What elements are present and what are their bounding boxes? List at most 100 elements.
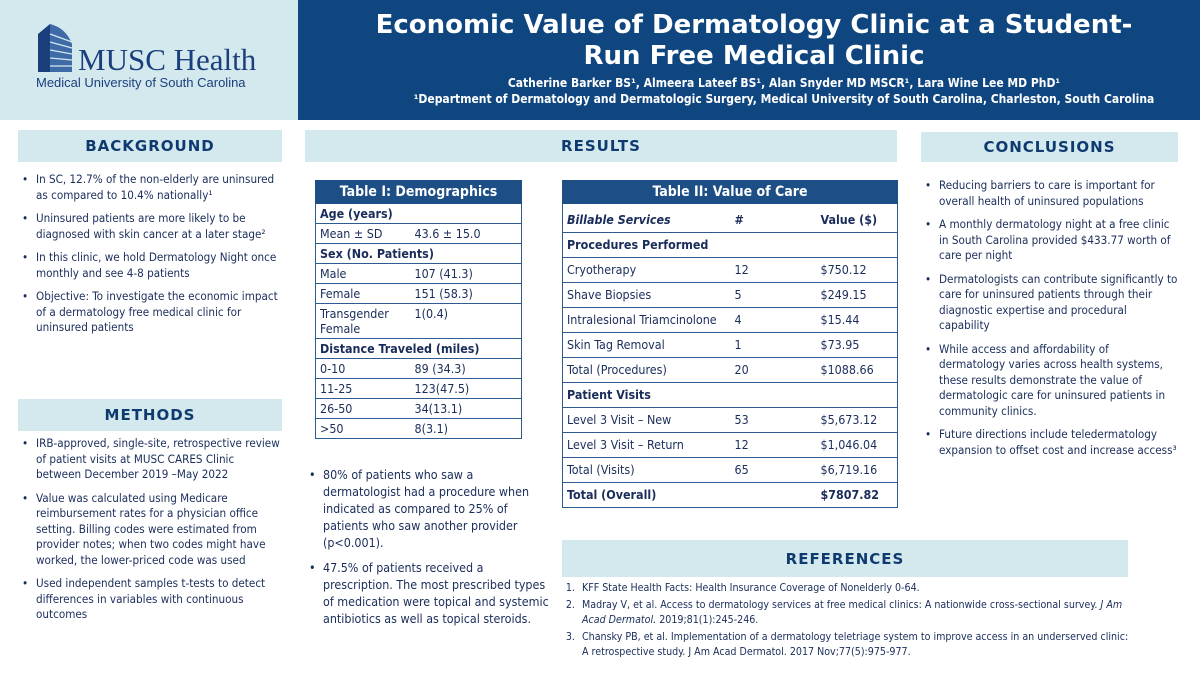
conclusion-item: Dermatologists can contribute significan… (921, 272, 1178, 334)
table-row: Total (Visits) 65 $6,719.16 (562, 457, 898, 483)
table-row: Intralesional Triamcinolone 4 $15.44 (562, 307, 898, 333)
service-count: 53 (730, 407, 817, 433)
column-header: Value ($) (816, 203, 898, 233)
service-count: 12 (730, 257, 817, 283)
service-value: $1,046.04 (816, 432, 898, 458)
row-value: 107 (41.3) (410, 263, 522, 284)
service-count: 20 (730, 357, 817, 383)
row-value: 34(13.1) (410, 398, 522, 419)
service-label: Total (Procedures) (562, 357, 731, 383)
service-label: Total (Visits) (562, 457, 731, 483)
table-row: Shave Biopsies 5 $249.15 (562, 282, 898, 308)
table-row: 11-25 123(47.5) (315, 378, 522, 399)
table-title: Table II: Value of Care (562, 180, 898, 204)
row-value: 151 (58.3) (410, 283, 522, 304)
row-label: Male (315, 263, 411, 284)
column-header: # (730, 203, 817, 233)
row-value: 89 (34.3) (410, 358, 522, 379)
section-label: Patient Visits (562, 382, 898, 408)
service-count: 4 (730, 307, 817, 333)
column-header-row: Billable Services # Value ($) (562, 203, 898, 233)
section-label: Sex (No. Patients) (315, 243, 522, 264)
row-label: 0-10 (315, 358, 411, 379)
poster-header: Economic Value of Dermatology Clinic at … (298, 0, 1200, 120)
service-value: $15.44 (816, 307, 898, 333)
conclusion-item: Reducing barriers to care is important f… (921, 178, 1178, 209)
reference-item: Chansky PB, et al. Implementation of a d… (578, 630, 1132, 660)
table-row: Transgender Female 1(0.4) (315, 303, 522, 339)
table-header-row: Table II: Value of Care (562, 180, 898, 204)
service-label: Level 3 Visit – Return (562, 432, 731, 458)
background-heading: BACKGROUND (18, 130, 282, 162)
service-label: Intralesional Triamcinolone (562, 307, 731, 333)
service-count: 65 (730, 457, 817, 483)
table-row: Total (Procedures) 20 $1088.66 (562, 357, 898, 383)
results-finding: 80% of patients who saw a dermatologist … (305, 466, 553, 551)
results-finding: 47.5% of patients received a prescriptio… (305, 559, 553, 627)
results-findings: 80% of patients who saw a dermatologist … (305, 466, 553, 635)
row-label: Mean ± SD (315, 223, 411, 244)
authors: Catherine Barker BS¹, Almeera Lateef BS¹… (507, 76, 1061, 90)
reference-journal: J Am Acad Dermatol. (582, 599, 1123, 626)
reference-text: Chansky PB, et al. Implementation of a d… (582, 631, 1129, 658)
service-value: $249.15 (816, 282, 898, 308)
conclusion-item: Future directions include teledermatolog… (921, 427, 1178, 458)
table-row: Age (years) (315, 203, 522, 224)
service-value: $7807.82 (816, 482, 898, 508)
table-row: 26-50 34(13.1) (315, 398, 522, 419)
conclusions-heading: CONCLUSIONS (921, 132, 1178, 162)
references-list: KFF State Health Facts: Health Insurance… (562, 581, 1132, 662)
service-value: $6,719.16 (816, 457, 898, 483)
table-header-row: Table I: Demographics (315, 180, 522, 204)
row-label: 11-25 (315, 378, 411, 399)
table-row: Level 3 Visit – Return 12 $1,046.04 (562, 432, 898, 458)
logo-name: MUSC Health (78, 42, 257, 77)
service-count: 12 (730, 432, 817, 458)
row-label: Female (315, 283, 411, 304)
table-row: Distance Traveled (miles) (315, 338, 522, 359)
service-count (730, 482, 817, 508)
background-list: In SC, 12.7% of the non-elderly are unin… (18, 172, 280, 344)
row-label: 26-50 (315, 398, 411, 419)
table-row: Sex (No. Patients) (315, 243, 522, 264)
table-row: Patient Visits (562, 382, 898, 408)
service-label: Cryotherapy (562, 257, 731, 283)
methods-heading: METHODS (18, 399, 282, 431)
row-value: 1(0.4) (410, 303, 522, 339)
column-header: Billable Services (562, 203, 731, 233)
background-item: Objective: To investigate the economic i… (18, 289, 280, 336)
conclusion-item: While access and affordability of dermat… (921, 342, 1178, 420)
service-count: 1 (730, 332, 817, 358)
methods-item: Used independent samples t-tests to dete… (18, 576, 280, 623)
reference-citation: 2019;81(1):245-246. (656, 614, 759, 626)
table-row: 0-10 89 (34.3) (315, 358, 522, 379)
reference-item: Madray V, et al. Access to dermatology s… (578, 598, 1132, 628)
methods-item: IRB-approved, single-site, retrospective… (18, 436, 280, 483)
table-row: Level 3 Visit – New 53 $5,673.12 (562, 407, 898, 433)
methods-list: IRB-approved, single-site, retrospective… (18, 436, 280, 631)
table-row: Mean ± SD 43.6 ± 15.0 (315, 223, 522, 244)
service-value: $750.12 (816, 257, 898, 283)
section-label: Procedures Performed (562, 232, 898, 258)
service-label: Total (Overall) (562, 482, 731, 508)
conclusion-item: A monthly dermatology night at a free cl… (921, 217, 1178, 264)
service-value: $1088.66 (816, 357, 898, 383)
value-of-care-table: Table II: Value of Care Billable Services… (562, 180, 898, 508)
poster-title: Economic Value of Dermatology Clinic at … (375, 10, 1133, 71)
service-label: Level 3 Visit – New (562, 407, 731, 433)
logo-subtitle: Medical University of South Carolina (36, 75, 246, 90)
service-count: 5 (730, 282, 817, 308)
row-value: 8(3.1) (410, 418, 522, 439)
row-value: 123(47.5) (410, 378, 522, 399)
reference-text: KFF State Health Facts: Health Insurance… (582, 582, 920, 594)
background-item: Uninsured patients are more likely to be… (18, 211, 280, 242)
references-heading: REFERENCES (562, 540, 1128, 577)
table-title: Table I: Demographics (315, 180, 522, 204)
reference-text: Madray V, et al. Access to dermatology s… (582, 599, 1101, 611)
table-row: Cryotherapy 12 $750.12 (562, 257, 898, 283)
service-value: $73.95 (816, 332, 898, 358)
background-item: In SC, 12.7% of the non-elderly are unin… (18, 172, 280, 203)
table-row: >50 8(3.1) (315, 418, 522, 439)
section-label: Age (years) (315, 203, 522, 224)
table-row: Total (Overall) $7807.82 (562, 482, 898, 508)
